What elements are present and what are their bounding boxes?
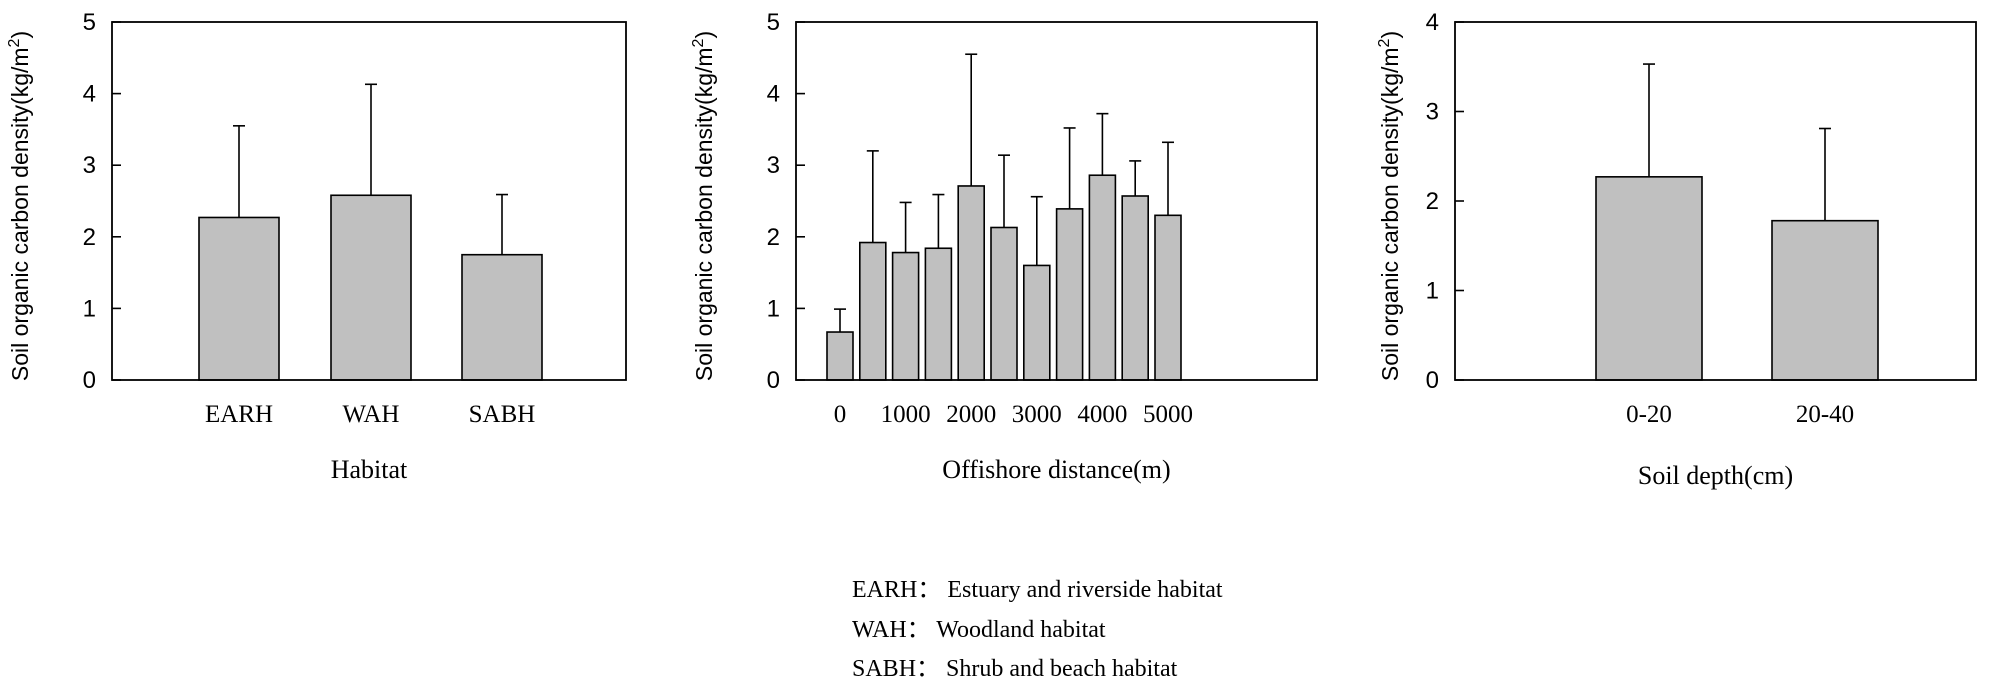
y-tick-label-1-0: 0 [767, 367, 780, 394]
bar-1-8 [1088, 174, 1117, 381]
y-axis-label-close-1: ) [691, 31, 717, 39]
y-axis-label-text-1: Soil organic carbon density(kg/m [691, 47, 717, 381]
x-tick-label-1-6: 3000 [1012, 401, 1062, 428]
legend-line-earh: EARH： Estuary and riverside habitat [852, 577, 1223, 603]
y-axis-label-0: Soil organic carbon density(kg/m2) [6, 31, 33, 381]
y-tick-label-1-3: 3 [767, 152, 780, 179]
bar-1-1 [858, 241, 887, 381]
x-tick-label-2-0: 0-20 [1626, 401, 1672, 428]
y-tick-label-0-1: 1 [83, 295, 96, 322]
plot-frame-0 [111, 21, 627, 381]
y-tick-label-2-4: 4 [1426, 9, 1439, 36]
x-axis-label-0: Habitat [331, 455, 408, 484]
x-tick-label-2-1: 20-40 [1796, 401, 1854, 428]
x-axis-label-1: Offishore distance(m) [942, 455, 1170, 484]
chart-habitat: 0 1 2 3 4 5 EARH WAH SABH Habitat Soil organic car… [6, 9, 627, 484]
y-tick-label-1-2: 2 [767, 224, 780, 251]
bar-0-2 [461, 253, 543, 381]
y-axis-label-text-2: Soil organic carbon density(kg/m [1377, 47, 1403, 381]
y-tick-label-1-4: 4 [767, 81, 780, 108]
bar-1-6 [1022, 264, 1051, 381]
x-tick-label-1-8: 4000 [1077, 401, 1127, 428]
x-tick-label-0-1: WAH [343, 401, 400, 428]
bar-1-10 [1154, 214, 1182, 381]
bar-2-0 [1595, 176, 1703, 381]
y-axis-label-close-0: ) [7, 31, 33, 39]
x-axis-label-2: Soil depth(cm) [1638, 461, 1793, 490]
y-tick-label-2-2: 2 [1426, 188, 1439, 215]
y-tick-label-1-1: 1 [767, 295, 780, 322]
x-tick-label-0-0: EARH [205, 401, 273, 428]
x-tick-label-0-2: SABH [469, 401, 536, 428]
y-axis-label-1: Soil organic carbon density(kg/m2) [690, 31, 717, 381]
bar-2-1 [1771, 219, 1879, 381]
y-tick-label-0-2: 2 [83, 224, 96, 251]
y-tick-label-2-0: 0 [1426, 367, 1439, 394]
bar-1-4 [957, 185, 986, 381]
y-tick-label-2-1: 1 [1426, 278, 1439, 305]
plot-frame-2 [1454, 21, 1977, 381]
chart-offshore-distance: 0 1 2 3 4 5 0 1000 2000 3000 4000 5000 Offishore dis… [690, 9, 1318, 484]
bar-0-1 [330, 194, 412, 381]
y-tick-label-2-3: 3 [1426, 99, 1439, 126]
bar-1-7 [1055, 208, 1084, 381]
y-tick-label-0-3: 3 [83, 152, 96, 179]
bar-1-2 [891, 251, 920, 381]
y-tick-label-0-0: 0 [83, 367, 96, 394]
legend-line-sabh: SABH： Shrub and beach habitat [852, 656, 1178, 682]
x-tick-label-1-0: 0 [834, 401, 847, 428]
y-axis-label-2: Soil organic carbon density(kg/m2) [1376, 31, 1403, 381]
x-tick-label-1-4: 2000 [946, 401, 996, 428]
y-tick-label-0-4: 4 [83, 81, 96, 108]
y-tick-label-0-5: 5 [83, 9, 96, 36]
y-tick-label-1-5: 5 [767, 9, 780, 36]
bar-1-0 [826, 331, 854, 381]
bar-0-0 [198, 216, 280, 381]
bar-1-5 [990, 226, 1018, 381]
y-axis-label-sup-2: 2 [1376, 38, 1393, 47]
plot-frame-1 [795, 21, 1318, 381]
bar-1-9 [1121, 195, 1149, 381]
legend-line-wah: WAH： Woodland habitat [852, 617, 1106, 643]
bar-1-3 [924, 247, 953, 381]
y-axis-label-close-2: ) [1377, 31, 1403, 39]
y-axis-label-sup-0: 2 [6, 38, 23, 47]
chart-soil-depth: 0 1 2 3 4 0-20 20-40 Soil depth(cm) Soil organic… [1376, 9, 1977, 490]
x-tick-label-1-10: 5000 [1143, 401, 1193, 428]
y-axis-label-text-0: Soil organic carbon density(kg/m [7, 47, 33, 381]
x-tick-label-1-2: 1000 [881, 401, 931, 428]
y-axis-label-sup-1: 2 [690, 38, 707, 47]
habitat-legend: EARH： Estuary and riverside habitat WAH：… [852, 577, 1223, 682]
